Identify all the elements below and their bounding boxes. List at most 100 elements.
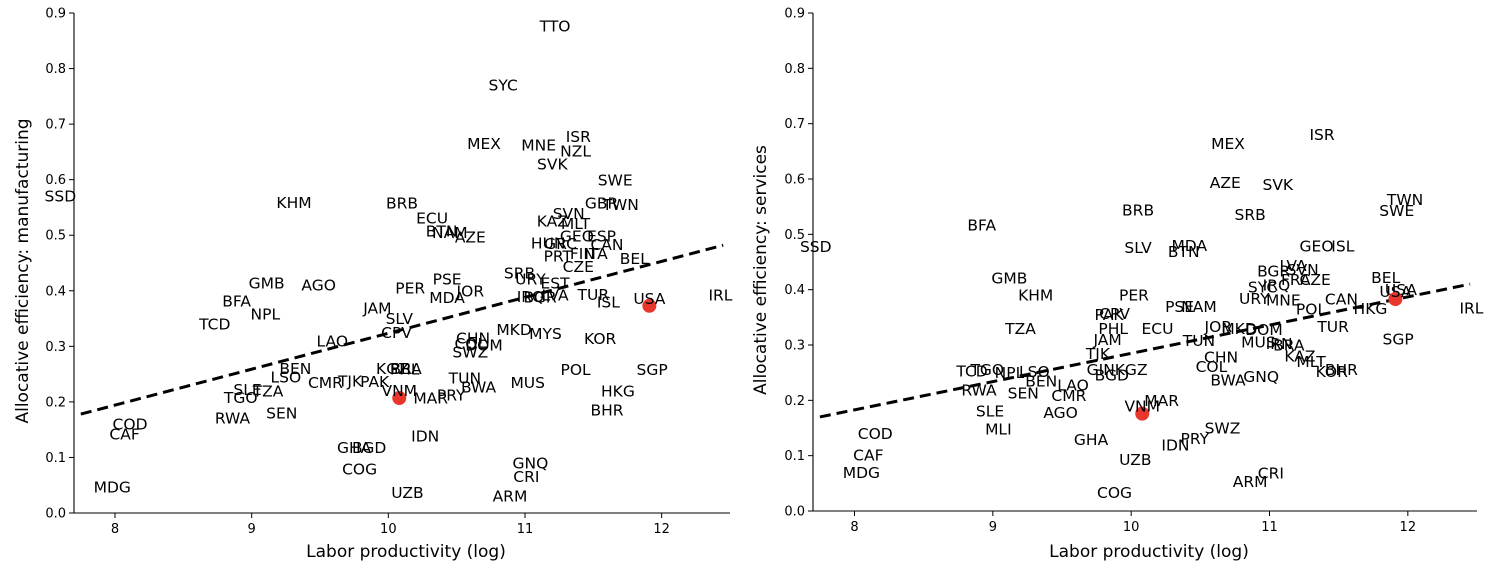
point-label-irq: IRQ — [517, 288, 545, 306]
point-label-mex: MEX — [467, 135, 501, 153]
y-tick-label: 0.4 — [784, 283, 805, 298]
point-label-bwa: BWA — [1210, 371, 1246, 389]
point-label-pol: POL — [1296, 301, 1327, 319]
y-tick-label: 0.4 — [45, 284, 66, 299]
chart-panel-services: 0.0 0.1 0.2 0.3 0.4 0.5 0.6 0.7 0.8 0.9 8 9 10 11 12 La… — [751, 7, 1484, 563]
point-label-svn: SVN — [553, 205, 585, 223]
point-label-col: COL — [454, 335, 486, 353]
point-label-khm: KHM — [1018, 287, 1053, 305]
y-tick-label: 0.3 — [45, 340, 66, 355]
point-label-tcd: TCD — [198, 316, 230, 334]
point-label-fra: FRA — [1281, 271, 1311, 289]
point-label-tjk: TJK — [1085, 345, 1111, 363]
y-tick-label: 0.0 — [45, 507, 66, 522]
point-label-tgo: TGO — [223, 389, 258, 407]
y-tick-label: 0.6 — [784, 173, 805, 188]
point-label-bhr: BHR — [1325, 361, 1358, 379]
point-label-gmb: GMB — [991, 270, 1027, 288]
point-label-sle: SLE — [976, 402, 1004, 420]
point-label-idn: IDN — [1161, 437, 1189, 455]
point-label-tur: TUR — [577, 286, 610, 304]
point-label-gha: GHA — [1074, 431, 1109, 449]
point-label-srb: SRB — [1235, 206, 1266, 224]
point-label-cod: COD — [858, 425, 893, 443]
y-tick-label: 0.9 — [784, 7, 805, 22]
point-label-ssd: SSD — [45, 187, 77, 205]
point-label-chn: CHN — [1204, 349, 1238, 367]
point-label-chn: CHN — [456, 330, 490, 348]
point-label-cpv: CPV — [381, 324, 412, 342]
point-label-est: EST — [541, 275, 571, 293]
point-label-caf: CAF — [109, 426, 139, 444]
point-label-sen: SEN — [1008, 385, 1039, 403]
point-label-btn: BTN — [426, 222, 458, 240]
point-label-mda: MDA — [1171, 237, 1207, 255]
point-label-cmr: CMR — [308, 374, 343, 392]
point-label-bra: BRA — [390, 360, 422, 378]
point-label-tgo: TGO — [969, 361, 1004, 379]
point-label-per: PER — [395, 280, 425, 298]
point-label-arm: ARM — [1233, 473, 1268, 491]
point-label-jor: JOR — [1204, 318, 1233, 336]
point-label-bgr: BGR — [523, 288, 556, 306]
y-tick-label: 0.7 — [784, 117, 805, 132]
point-label-isr: ISR — [1309, 126, 1334, 144]
point-label-tto: TTO — [539, 17, 571, 35]
point-label-ecu: ECU — [1141, 320, 1173, 338]
point-label-pak: PAK — [1094, 306, 1124, 324]
point-label-lso: LSO — [1019, 363, 1050, 381]
point-label-mdg: MDG — [843, 464, 880, 482]
point-label-ury: URY — [515, 271, 546, 289]
point-label-bel: BEL — [620, 250, 649, 268]
point-label-phl: PHL — [1098, 320, 1128, 338]
point-label-nam: NAM — [432, 224, 468, 242]
point-label-mar: MAR — [1144, 392, 1179, 410]
point-label-uzb: UZB — [391, 484, 423, 502]
point-label-mdg: MDG — [94, 478, 131, 496]
x-tick-label: 10 — [1123, 520, 1140, 535]
point-label-tur: TUR — [1316, 318, 1349, 336]
point-label-geo: GEO — [560, 227, 594, 245]
point-label-slv: SLV — [1124, 239, 1152, 257]
point-label-kaz: KAZ — [1284, 348, 1315, 366]
y-axis-label: Allocative efficiency: services — [751, 145, 771, 395]
trend-line — [80, 243, 724, 416]
highlight-label-vnm: VNM — [381, 382, 417, 400]
point-label-syc: SYC — [1248, 278, 1277, 296]
point-label-bgd: BGD — [352, 439, 386, 457]
point-label-gha: GHA — [337, 439, 372, 457]
point-label-geo: GEO — [1300, 237, 1334, 255]
point-label-mus: MUS — [510, 374, 545, 392]
point-label-cod: COD — [113, 416, 148, 434]
point-label-mlt: MLT — [561, 215, 591, 233]
point-label-irq: IRQ — [1263, 277, 1291, 295]
point-label-kor: KOR — [1316, 363, 1349, 381]
point-label-jam: JAM — [362, 300, 391, 318]
point-label-ita: ITA — [584, 245, 608, 263]
point-label-mne: MNE — [1266, 292, 1301, 310]
point-label-ury: URY — [1239, 290, 1270, 308]
point-label-lso: LSO — [270, 368, 301, 386]
point-label-tjk: TJK — [337, 372, 363, 390]
point-label-pry: PRY — [1181, 430, 1210, 448]
point-label-jam: JAM — [1093, 331, 1122, 349]
point-label-hkg: HKG — [1354, 300, 1388, 318]
point-label-kgz: KGZ — [376, 360, 409, 378]
point-label-mar: MAR — [413, 390, 448, 408]
point-label-pry: PRY — [437, 387, 466, 405]
point-label-bfa: BFA — [967, 216, 996, 234]
x-axis-label: Labor productivity (log) — [306, 542, 506, 562]
point-label-esp: ESP — [587, 227, 616, 245]
point-label-grc: GRC — [544, 235, 577, 253]
point-label-svk: SVK — [537, 156, 568, 174]
y-tick-label: 0.1 — [784, 449, 805, 464]
point-label-lao: LAO — [317, 332, 349, 350]
highlight-dot-vnm — [392, 391, 407, 405]
highlight-label-usa: USA — [1379, 283, 1411, 301]
point-label-cog: COG — [1097, 484, 1132, 502]
point-label-mne: MNE — [521, 137, 556, 155]
point-label-pak: PAK — [360, 373, 390, 391]
point-label-khm: KHM — [276, 194, 311, 212]
y-tick-label: 0.5 — [45, 229, 66, 244]
